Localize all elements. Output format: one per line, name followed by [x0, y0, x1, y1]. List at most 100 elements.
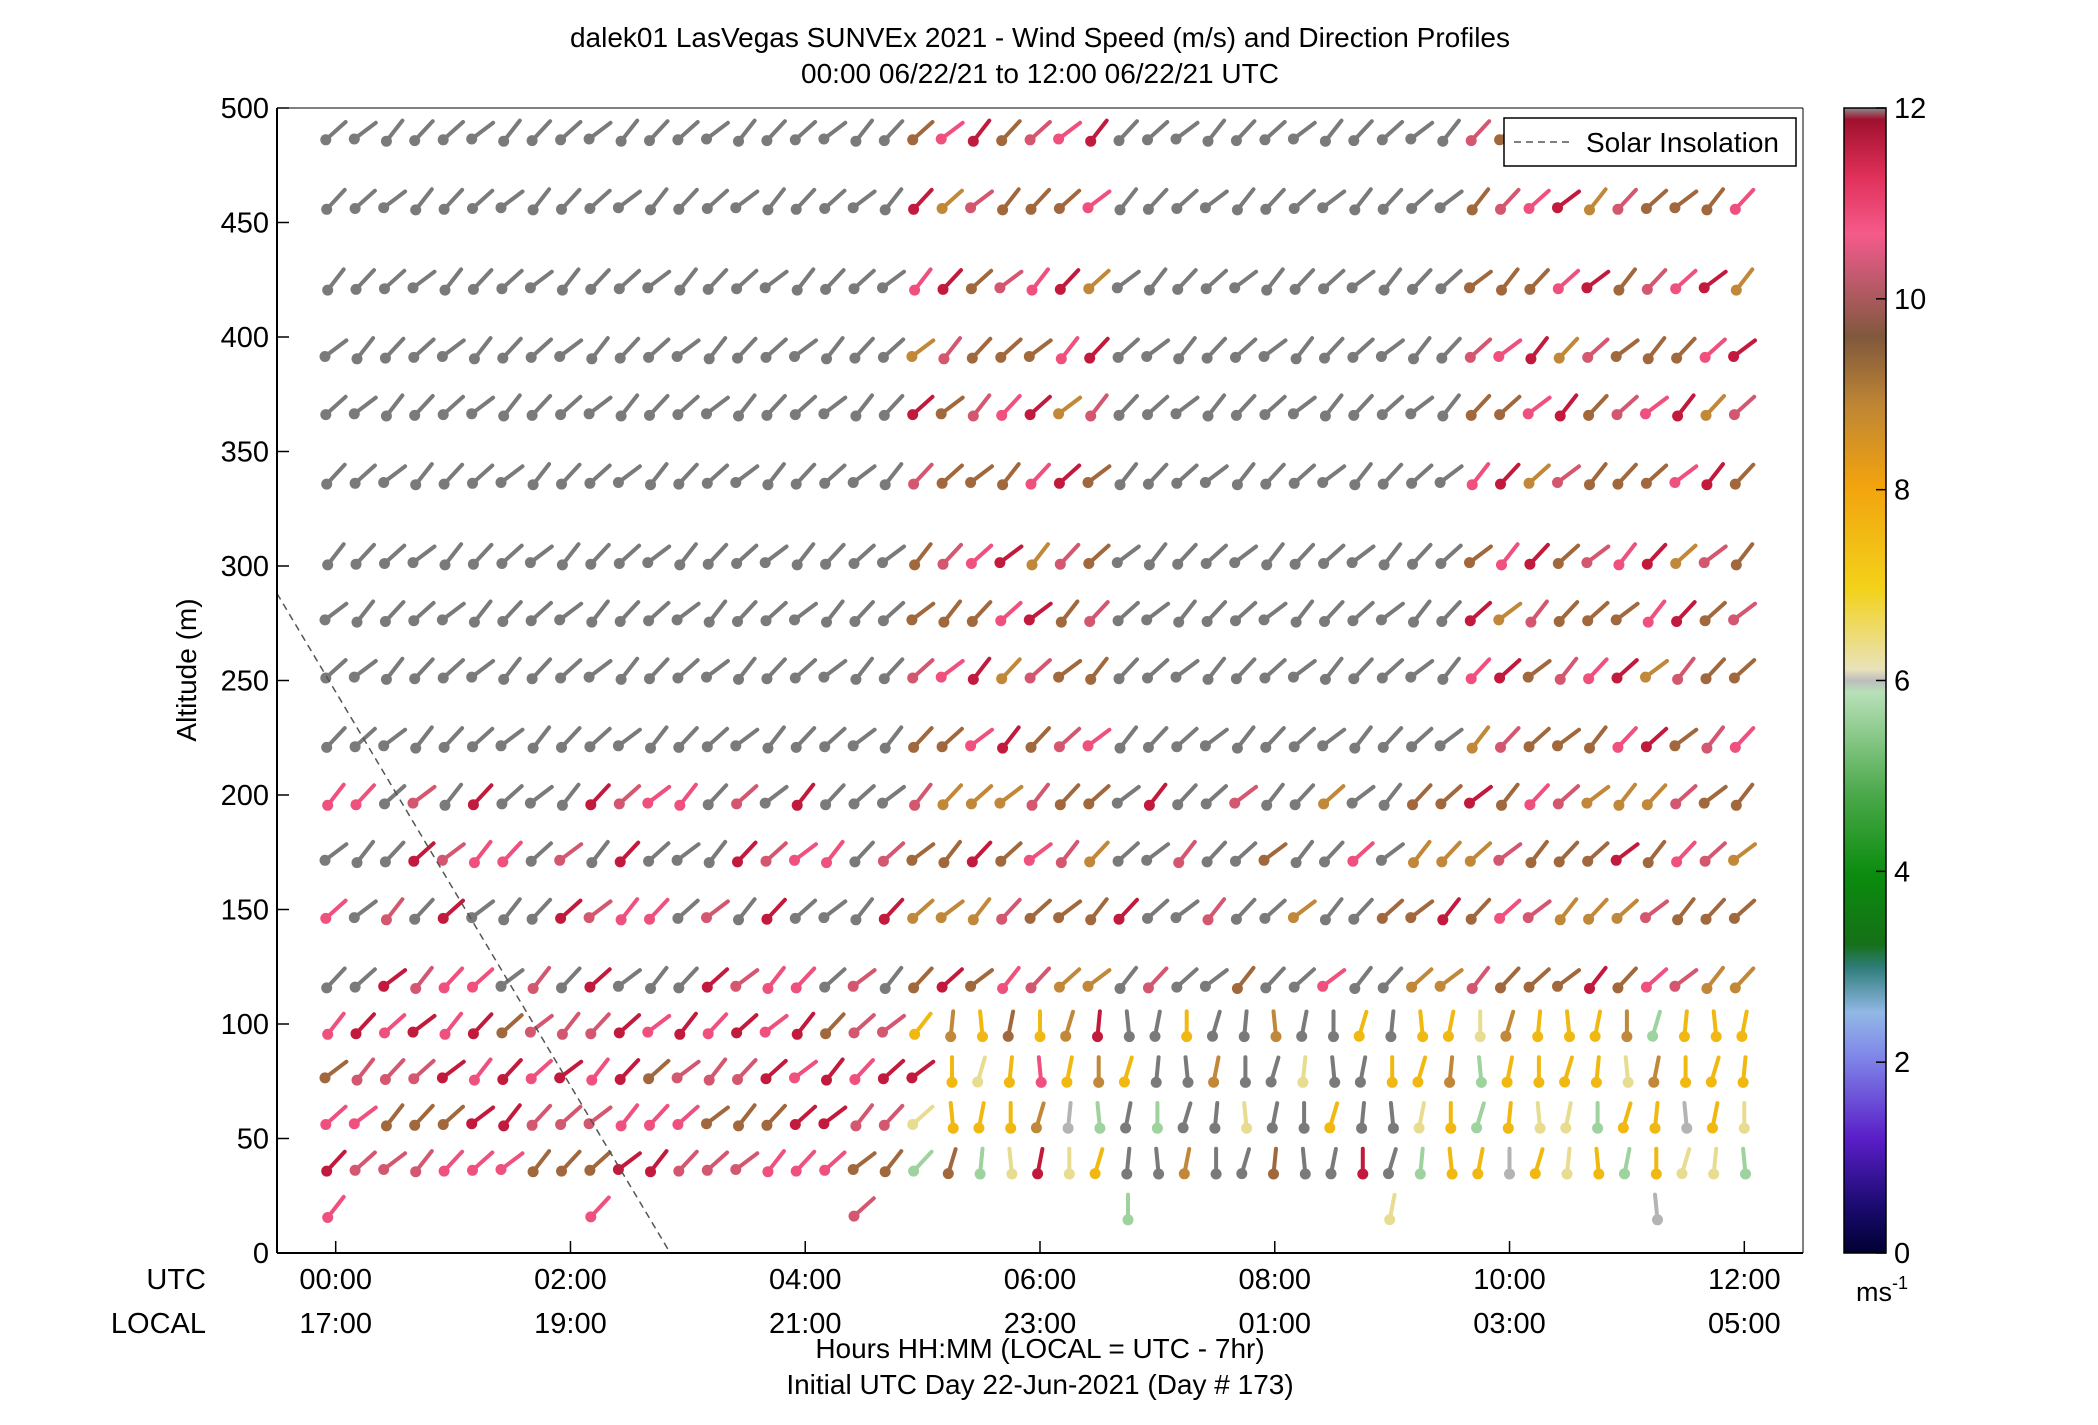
wind-vector-head	[1617, 1122, 1629, 1134]
wind-vector-head	[438, 203, 450, 215]
wind-vector-head	[760, 1073, 772, 1085]
wind-vector-head	[1260, 741, 1272, 753]
wind-vector-head	[1173, 353, 1185, 365]
colorbar-tick-label: 8	[1894, 475, 1910, 507]
wind-vector-head	[612, 980, 624, 992]
wind-vector-head	[1474, 1031, 1486, 1043]
wind-vector-head	[732, 856, 743, 868]
wind-vector-head	[1582, 615, 1594, 627]
wind-vector-head	[1376, 912, 1388, 924]
wind-vector-head	[1553, 856, 1565, 868]
wind-vector-head	[1590, 1076, 1602, 1088]
wind-vector-head	[1261, 559, 1273, 571]
wind-vector-head	[762, 204, 774, 216]
wind-vector-head	[1151, 1122, 1163, 1134]
wind-vector-head	[821, 353, 832, 365]
wind-vector-head	[348, 133, 360, 145]
wind-vector-head	[907, 912, 919, 924]
wind-vector-head	[1640, 203, 1652, 214]
wind-vector-head	[849, 856, 861, 868]
wind-vector-head	[1024, 134, 1036, 146]
wind-vector-head	[1699, 855, 1711, 867]
x-tick-label-utc: 02:00	[534, 1264, 607, 1296]
wind-vector-head	[877, 282, 888, 294]
wind-vector-head	[613, 798, 625, 810]
wind-vector-head	[789, 409, 801, 421]
wind-vector-head	[1698, 557, 1710, 569]
wind-vector-head	[1552, 202, 1563, 214]
colorbar: 0 2 4 6 8 10 12 ms-1	[1843, 93, 1926, 1307]
wind-vector-head	[1201, 352, 1213, 364]
wind-vector-head	[1085, 135, 1097, 147]
wind-vector-head	[1113, 673, 1125, 685]
wind-vector-head	[878, 1119, 890, 1131]
wind-vector-head	[1023, 351, 1035, 362]
wind-vector-head	[906, 351, 918, 362]
wind-vector-head	[1111, 557, 1123, 569]
wind-vector-head	[1142, 134, 1153, 146]
wind-vector-head	[320, 134, 332, 146]
wind-vector-head	[379, 856, 391, 868]
wind-vector-head	[554, 351, 566, 362]
wind-vector-head	[466, 671, 478, 683]
wind-vector-head	[847, 980, 859, 992]
wind-vector-head	[906, 614, 918, 626]
wind-vector-head	[789, 1119, 801, 1130]
wind-vector-head	[820, 283, 832, 295]
wind-vector-head	[1082, 740, 1094, 752]
wind-vector-head	[1089, 1168, 1101, 1180]
wind-vector-head	[761, 913, 773, 925]
wind-vector-head	[1053, 671, 1065, 683]
x-tick-label-utc: 12:00	[1708, 1264, 1781, 1296]
x-tick-label-utc: 10:00	[1473, 1264, 1546, 1296]
y-tick-label: 250	[221, 666, 269, 698]
wind-vector-head	[1581, 282, 1593, 294]
wind-vector-head	[407, 282, 419, 294]
wind-vector-head	[1347, 351, 1359, 363]
wind-vector-head	[762, 1166, 774, 1178]
wind-vector-head	[1437, 673, 1449, 685]
wind-vector-head	[1238, 1031, 1250, 1043]
wind-vector-head	[642, 797, 654, 809]
wind-vector-head	[1318, 798, 1330, 810]
wind-vector-head	[407, 797, 419, 809]
wind-vector-head	[467, 477, 478, 489]
wind-vector-head	[1260, 982, 1272, 994]
wind-vector-head	[1026, 559, 1038, 571]
wind-vector-head	[1504, 1168, 1515, 1180]
wind-vector-head	[585, 1211, 597, 1223]
wind-vector-head	[348, 1118, 360, 1130]
wind-vector-head	[1612, 478, 1624, 490]
wind-vector-head	[1436, 856, 1448, 868]
colorbar-tick-label: 0	[1894, 1238, 1910, 1270]
wind-vector-head	[1584, 742, 1595, 754]
wind-vector-head	[1408, 353, 1419, 365]
wind-vector-head	[818, 671, 830, 683]
wind-vector-head	[495, 202, 507, 214]
wind-vector-head	[408, 351, 420, 363]
wind-vector-head	[967, 673, 979, 685]
wind-vector-head	[879, 479, 891, 491]
wind-vector-head	[1699, 615, 1711, 627]
wind-vector-head	[350, 799, 362, 811]
wind-vector-head	[1612, 982, 1624, 994]
wind-vector-head	[524, 797, 536, 809]
wind-vector-head	[556, 799, 568, 811]
wind-vector-head	[1024, 672, 1036, 684]
wind-vector-head	[701, 981, 713, 993]
wind-vector-head	[1641, 558, 1653, 570]
wind-vector-head	[1170, 912, 1182, 924]
wind-vector-head	[439, 799, 451, 811]
wind-vector-head	[1024, 912, 1036, 924]
wind-vector-head	[1287, 408, 1299, 420]
wind-vector-head	[1465, 913, 1477, 925]
wind-vector-head	[1496, 284, 1507, 296]
y-tick-label: 50	[237, 1124, 269, 1156]
wind-vector-head	[350, 283, 362, 295]
wind-vector-head	[1141, 351, 1153, 362]
wind-vector-head	[1003, 1076, 1015, 1088]
wind-vector-head	[645, 204, 656, 216]
wind-vector-head	[409, 673, 421, 685]
wind-vector-head	[1728, 351, 1740, 362]
wind-vector-head	[1025, 478, 1037, 490]
